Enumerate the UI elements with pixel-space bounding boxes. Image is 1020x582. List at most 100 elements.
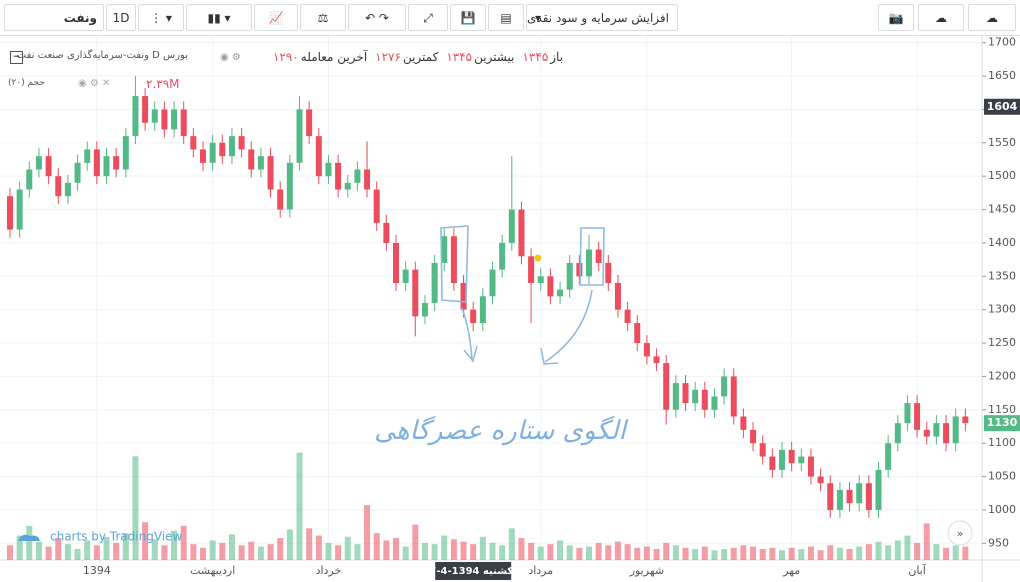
ohlc-value: ۱۳۴۵	[522, 50, 549, 64]
volume-bar	[653, 549, 660, 560]
candle-body	[200, 149, 206, 163]
collapse-button[interactable]: −	[10, 51, 23, 64]
candle-body	[74, 162, 81, 183]
candle-body	[643, 343, 650, 357]
volume-bar	[190, 544, 197, 560]
watermark-logo	[18, 534, 40, 541]
volume-bar	[103, 536, 110, 560]
candle-body	[315, 136, 322, 177]
candle-body	[209, 142, 216, 163]
arrow	[540, 289, 593, 365]
snapshot-button[interactable]: 📷	[878, 4, 914, 31]
candle-body	[894, 423, 901, 444]
volume-bar	[499, 545, 506, 560]
legend-title: بورس D ونفت-سرمایه‌گذاری صنعت نفت	[16, 50, 188, 61]
candle-body	[614, 282, 621, 310]
candle-body	[257, 156, 264, 170]
volume-bar	[93, 545, 100, 560]
candle-body	[383, 222, 390, 243]
save-button[interactable]: 💾	[450, 4, 486, 31]
crosshair-box	[435, 562, 512, 580]
volume-bar	[161, 545, 168, 560]
ohlc-value: ۱۲۷۶	[375, 50, 401, 64]
volume-bar	[711, 550, 718, 560]
volume-bar	[296, 452, 303, 560]
volume-bar	[566, 545, 573, 560]
volume-bar	[807, 546, 814, 560]
volume-bar	[113, 542, 120, 560]
indicators-button[interactable]: 📈	[254, 4, 298, 31]
chart-style-button[interactable]: ▮▮ ▾	[186, 4, 252, 31]
interval-button[interactable]: 1D	[106, 4, 136, 31]
candle-body	[586, 249, 592, 277]
volume-bar	[614, 541, 621, 560]
marker-dot	[534, 254, 542, 262]
candle-body	[161, 109, 168, 130]
upload-button[interactable]: ☁	[968, 4, 1016, 31]
y-tick-label: 1450	[988, 203, 1016, 216]
dropdown-arrow: ▾	[535, 11, 542, 25]
volume-bar	[354, 544, 361, 560]
volume-bar	[200, 547, 206, 560]
volume-bar	[402, 546, 409, 560]
volume-bar	[721, 549, 728, 560]
candle-body	[489, 269, 496, 297]
candle-body	[952, 416, 959, 444]
volume-icons[interactable]: ◉ ⚙ ✕	[78, 78, 111, 89]
candle-body	[219, 142, 226, 157]
legend-icons[interactable]: ◉ ⚙	[220, 52, 241, 63]
fullscreen-button[interactable]: ⤢	[408, 4, 448, 31]
load-button[interactable]: ▤	[488, 4, 524, 31]
volume-bar	[238, 545, 245, 560]
x-tick-label: آبان	[908, 563, 926, 577]
watermark: charts by TradingView	[50, 530, 182, 544]
volume-bar	[45, 546, 52, 560]
candle-body	[962, 416, 969, 424]
volume-bar	[479, 536, 486, 560]
candle-body	[7, 196, 13, 230]
ohlc-value: ۱۲۹۰	[273, 50, 299, 64]
candle-body	[180, 109, 187, 137]
volume-bar	[344, 536, 351, 560]
volume-title: حجم (۲۰)	[8, 78, 45, 88]
volume-bar	[16, 535, 23, 560]
event-select[interactable]: افزایش سرمایه و سود نقدی ▾	[526, 4, 678, 31]
candle-body	[26, 169, 33, 190]
volume-bar	[122, 533, 129, 560]
candle-body	[238, 136, 245, 150]
candle-body	[933, 423, 940, 437]
candle-body	[412, 269, 419, 317]
candle-body	[865, 483, 872, 510]
annotation: الگوی ستاره عصرگاهی	[374, 415, 628, 446]
volume-bar	[277, 538, 284, 560]
candle-body	[190, 136, 197, 150]
volume-bar	[865, 544, 872, 560]
x-tick-label: شهریور	[629, 564, 664, 577]
volume-bar	[335, 545, 342, 560]
volume-bar	[537, 546, 544, 560]
volume-bar	[576, 547, 583, 560]
volume-bar	[132, 456, 139, 560]
candle-body	[788, 449, 795, 464]
candle-body	[663, 363, 670, 410]
y-tick-label: 1250	[988, 336, 1016, 349]
candle-body	[759, 443, 766, 457]
volume-bar	[730, 547, 737, 560]
download-button[interactable]: ☁	[918, 4, 964, 31]
volume-bar	[952, 545, 959, 560]
menu-button[interactable]: ⋮ ▾	[138, 4, 184, 31]
volume-bar	[219, 542, 226, 560]
undo-redo[interactable]: ↶ ↷	[348, 4, 406, 31]
volume-bar	[528, 542, 535, 560]
scroll-button[interactable]	[947, 520, 973, 546]
compare-button[interactable]: ⚖	[300, 4, 346, 31]
y-tick-label: 1050	[988, 470, 1016, 483]
volume-bar	[508, 528, 515, 560]
candle-body	[402, 269, 409, 283]
candle-body	[885, 443, 892, 470]
pattern-box	[579, 227, 605, 286]
symbol-box[interactable]: ونفت	[4, 4, 104, 31]
candle-body	[653, 356, 660, 364]
candle-body	[393, 242, 399, 283]
volume-bar	[595, 542, 602, 560]
